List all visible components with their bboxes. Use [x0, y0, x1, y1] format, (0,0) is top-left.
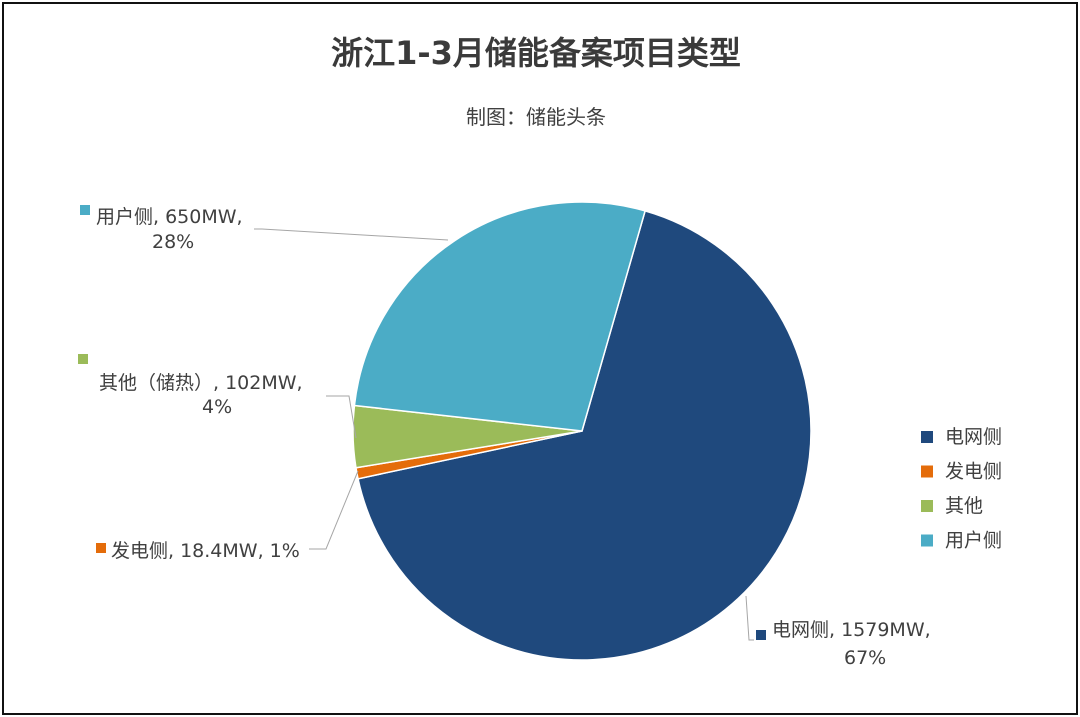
label-marker-1 — [756, 630, 766, 640]
label-marker-3 — [78, 354, 88, 364]
pie-chart: 浙江1-3月储能备案项目类型 制图：储能头条 电网侧, 1579MW, 67% 发电… — [78, 34, 1002, 669]
data-label-4-line-2: 28% — [152, 231, 194, 253]
chart-title: 浙江1-3月储能备案项目类型 — [331, 34, 741, 72]
legend-label-4: 用户侧 — [945, 530, 1002, 552]
label-marker-2 — [96, 543, 106, 553]
leader-lines — [254, 228, 754, 641]
leader-line-4 — [254, 228, 449, 241]
legend-label-2: 发电侧 — [945, 461, 1002, 483]
pie-slice-1 — [357, 209, 812, 661]
leader-line-2 — [309, 470, 359, 550]
data-label-1-line-1: 电网侧, 1579MW, — [772, 619, 931, 641]
legend-swatch-1 — [921, 431, 933, 443]
pie-slice-4 — [353, 201, 647, 432]
data-label-2-line-1: 发电侧, 18.4MW, 1% — [111, 540, 300, 562]
leader-line-1 — [745, 595, 754, 641]
legend-swatch-2 — [921, 465, 933, 478]
data-label-3-line-2: 4% — [202, 396, 232, 418]
data-label-1-line-2: 67% — [844, 647, 886, 669]
legend-label-1: 电网侧 — [945, 426, 1002, 448]
legend-swatch-4 — [921, 534, 933, 547]
data-label-3-line-1: 其他（储热）, 102MW, — [99, 372, 303, 394]
data-labels: 电网侧, 1579MW, 67% 发电侧, 18.4MW, 1% 其他（储热）, 10… — [78, 205, 931, 669]
chart-subtitle: 制图：储能头条 — [466, 105, 606, 129]
label-marker-4 — [80, 205, 90, 215]
legend-swatch-3 — [921, 500, 933, 512]
pie-slices — [352, 201, 812, 661]
legend-label-3: 其他 — [945, 495, 983, 517]
data-label-4-line-1: 用户侧, 650MW, — [96, 206, 243, 228]
leader-line-3 — [326, 395, 357, 439]
